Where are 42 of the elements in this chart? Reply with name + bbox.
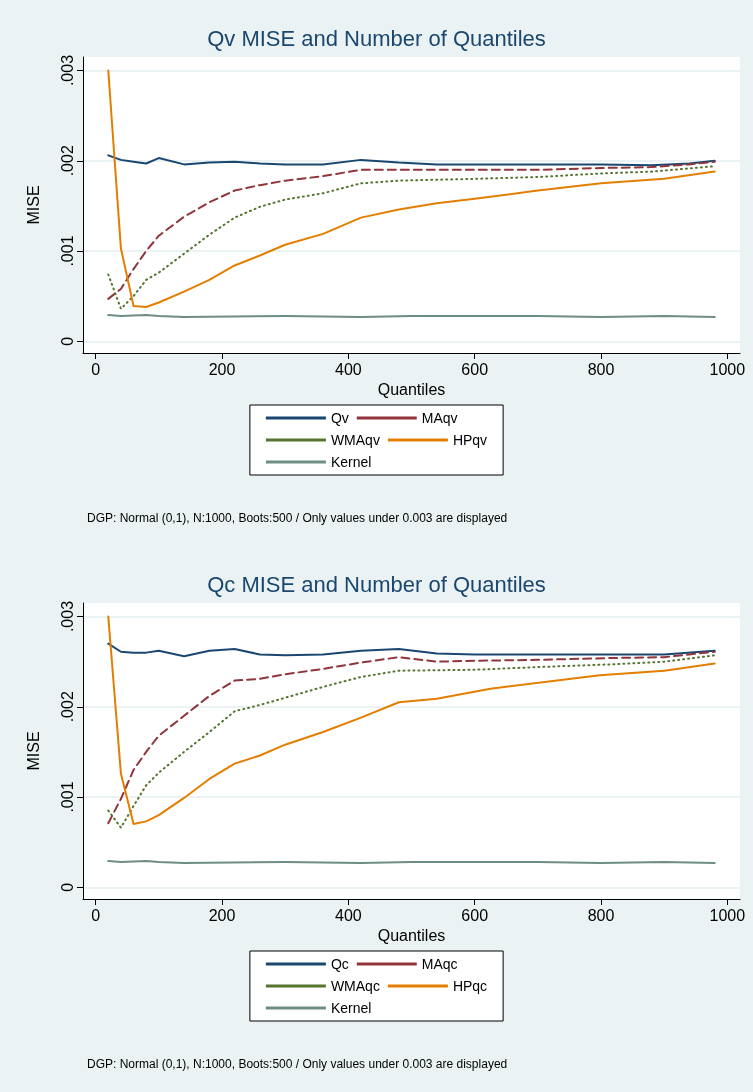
legend-label: Qv xyxy=(330,410,349,426)
legend-label: HPqc xyxy=(452,978,488,994)
x-tick-label: 800 xyxy=(587,360,615,378)
y-tick-label: .001 xyxy=(58,235,76,267)
text: DGP: Normal (0,1), N:1000, Boots:500 / Only values under 0.003 are displayed xyxy=(87,1057,508,1071)
legend-label: MAqv xyxy=(421,410,458,426)
x-tick-label: 0 xyxy=(91,360,101,378)
legend-label: Kernel xyxy=(330,1000,372,1016)
y-axis-title: MISE xyxy=(24,185,42,225)
legend-label: Kernel xyxy=(330,454,372,470)
x-tick-label: 200 xyxy=(208,360,236,378)
y-tick-label: .002 xyxy=(58,145,76,177)
y-tick-label: .003 xyxy=(58,600,76,633)
x-tick-label: 1000 xyxy=(709,906,746,924)
y-axis-title: MISE xyxy=(24,731,42,771)
legend-label: Qc xyxy=(330,956,349,972)
line-series xyxy=(107,615,716,826)
y-tick-label: .002 xyxy=(58,691,76,723)
x-tick-label: 600 xyxy=(461,360,489,378)
y-tick-label: .001 xyxy=(58,781,76,813)
line-series xyxy=(107,69,716,308)
x-axis-title: Quantiles xyxy=(377,927,446,945)
x-tick-label: 600 xyxy=(461,906,489,924)
x-tick-label: 400 xyxy=(334,360,362,378)
line-series xyxy=(107,642,716,658)
x-tick-label: 200 xyxy=(208,906,236,924)
x-tick-label: 0 xyxy=(91,906,101,924)
chart-title: Qc MISE and Number of Quantiles xyxy=(207,571,546,597)
chart-title: Qv MISE and Number of Quantiles xyxy=(207,25,546,51)
x-tick-label: 800 xyxy=(587,906,615,924)
y-tick-label: 0 xyxy=(58,882,76,892)
x-tick-label: 1000 xyxy=(709,360,746,378)
text: DGP: Normal (0,1), N:1000, Boots:500 / Only values under 0.003 are displayed xyxy=(87,511,508,525)
legend-label: WMAqc xyxy=(330,978,380,994)
x-tick-label: 400 xyxy=(334,906,362,924)
legend-label: WMAqv xyxy=(330,432,380,448)
legend-label: MAqc xyxy=(421,956,458,972)
y-tick-label: 0 xyxy=(58,336,76,346)
x-axis-title: Quantiles xyxy=(377,381,446,399)
line-series xyxy=(107,154,716,167)
y-tick-label: .003 xyxy=(58,54,76,87)
legend-label: HPqv xyxy=(452,432,488,448)
